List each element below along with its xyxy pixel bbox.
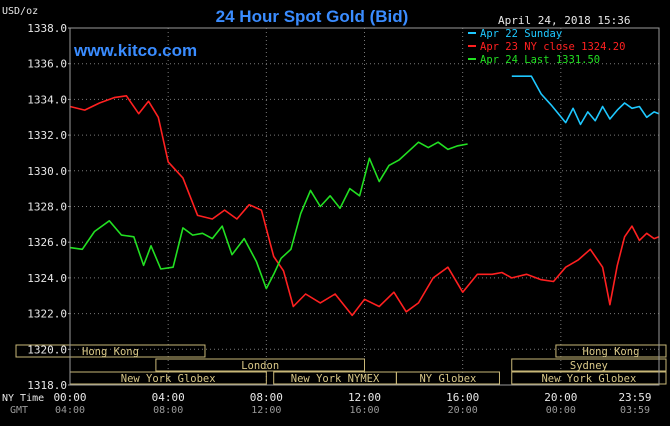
session-label: New York NYMEX xyxy=(291,373,380,385)
legend-entry: Apr 24 Last 1331.50 xyxy=(480,54,600,66)
x-tick-label-ny: 08:00 xyxy=(250,391,283,404)
x-tick-label-ny: 00:00 xyxy=(53,391,86,404)
x-tick-label-gmt: 00:00 xyxy=(546,405,576,416)
x-tick-label-gmt: 03:59 xyxy=(620,405,650,416)
x-tick-label-gmt: 12:00 xyxy=(251,405,281,416)
y-tick-label: 1324.0 xyxy=(27,272,67,285)
chart-title: 24 Hour Spot Gold (Bid) xyxy=(216,7,409,26)
x-tick-label-gmt: 20:00 xyxy=(448,405,478,416)
session-frame xyxy=(555,344,667,358)
session-frame xyxy=(511,371,667,385)
session-bar: New York NYMEX xyxy=(273,371,397,385)
x-tick-label-ny: 04:00 xyxy=(152,391,185,404)
price-series xyxy=(69,75,660,317)
session-label: New York Globex xyxy=(541,373,636,385)
x-tick-label-gmt: 16:00 xyxy=(349,405,379,416)
session-bar: Sydney xyxy=(511,358,667,372)
y-tick-label: 1332.0 xyxy=(27,129,67,142)
y-axis-ticks: 1338.0 1336.0 1334.0 1332.0 1330.0 1328.0 1326… xyxy=(27,22,70,392)
legend-entry: Apr 23 NY close 1324.20 xyxy=(480,41,625,53)
series-line xyxy=(69,141,468,290)
session-label: NY Globex xyxy=(419,373,476,385)
watermark-url: www.kitco.com xyxy=(73,41,197,60)
session-frame xyxy=(395,371,500,385)
session-label: Sydney xyxy=(570,360,608,372)
x-tick-label-gmt: 04:00 xyxy=(55,405,85,416)
session-label: Hong Kong xyxy=(583,346,640,358)
series-line xyxy=(69,95,660,317)
session-label: Hong Kong xyxy=(82,346,139,358)
y-tick-label: 1320.0 xyxy=(27,343,67,356)
x-tick-label-ny: 16:00 xyxy=(446,391,479,404)
session-bar: Hong Kong xyxy=(555,344,667,358)
session-frame xyxy=(155,358,365,372)
session-frame xyxy=(511,358,667,372)
session-label: London xyxy=(241,360,279,372)
session-bar: Hong Kong xyxy=(15,344,206,358)
session-label: New York Globex xyxy=(121,373,216,385)
market-sessions: Hong Kong London New York Globex New York N… xyxy=(15,344,667,385)
x-axis-ticks: 00:00 04:00 08:00 12:00 16:00 20:00 23:5904:00… xyxy=(53,391,651,416)
y-tick-label: 1326.0 xyxy=(27,236,67,249)
series-line xyxy=(511,75,660,126)
session-frame xyxy=(15,344,206,358)
y-tick-label: 1336.0 xyxy=(27,58,67,71)
session-bar: NY Globex xyxy=(395,371,500,385)
gmt-label: GMT xyxy=(10,405,28,416)
y-tick-label: 1330.0 xyxy=(27,165,67,178)
legend-entry: Apr 22 Sunday xyxy=(480,28,562,40)
unit-label: USD/oz xyxy=(2,6,38,17)
x-tick-label-ny: 12:00 xyxy=(348,391,381,404)
y-tick-label: 1328.0 xyxy=(27,201,67,214)
session-bar: London xyxy=(155,358,365,372)
x-tick-label-ny: 20:00 xyxy=(544,391,577,404)
ny-time-label: NY Time xyxy=(2,393,44,404)
timestamp: April 24, 2018 15:36 xyxy=(498,14,630,27)
x-tick-label-ny: 23:59 xyxy=(618,391,651,404)
y-tick-label: 1322.0 xyxy=(27,308,67,321)
y-tick-label: 1318.0 xyxy=(27,379,67,392)
session-bar: New York Globex xyxy=(511,371,667,385)
y-tick-label: 1334.0 xyxy=(27,93,67,106)
y-tick-label: 1338.0 xyxy=(27,22,67,35)
x-tick-label-gmt: 08:00 xyxy=(153,405,183,416)
